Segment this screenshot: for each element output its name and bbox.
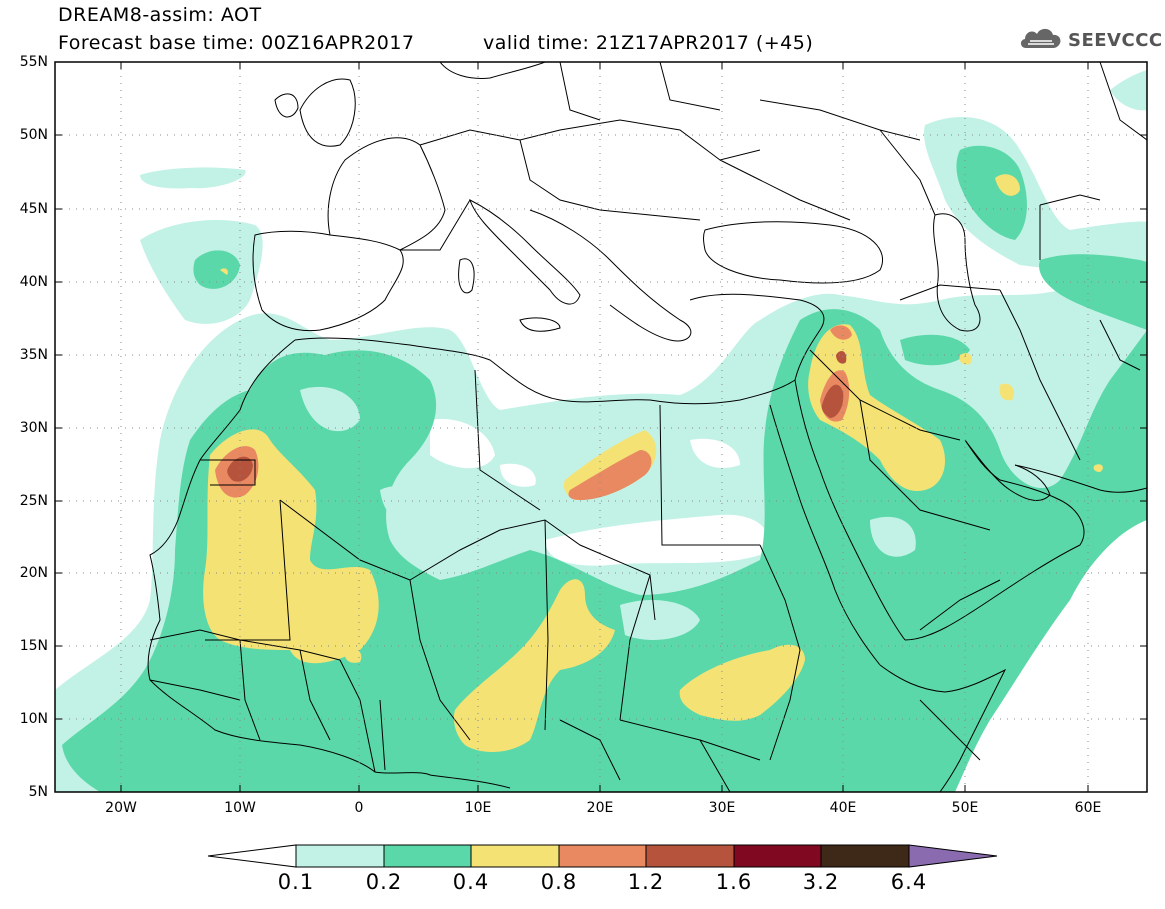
lon-label: 20W — [105, 800, 137, 816]
lat-label: 40N — [19, 274, 48, 290]
valid-time: valid time: 21Z17APR2017 (+45) — [483, 32, 814, 54]
lon-label: 20E — [586, 800, 614, 816]
colorbar-label: 3.2 — [802, 870, 840, 894]
colorbar-swatch-3 — [558, 844, 647, 868]
colorbar-label: 0.4 — [452, 870, 490, 894]
axis-ticks — [55, 62, 1147, 792]
lat-label: 5N — [28, 784, 48, 800]
colorbar-label: 0.1 — [277, 870, 315, 894]
base-time: Forecast base time: 00Z16APR2017 — [58, 32, 415, 54]
colorbar-swatch-2 — [470, 844, 560, 868]
logo-text: SEEVCCC — [1068, 29, 1163, 51]
colorbar-label: 0.2 — [365, 870, 403, 894]
colorbar-labels: 0.1 0.2 0.4 0.8 1.2 1.6 3.2 6.4 — [0, 870, 1165, 900]
lon-label: 10E — [464, 800, 492, 816]
lat-label: 20N — [19, 565, 48, 581]
colorbar-swatch-1 — [383, 844, 472, 868]
lat-label: 55N — [19, 54, 48, 70]
colorbar-swatch-6 — [820, 844, 910, 868]
lat-label: 35N — [19, 347, 48, 363]
cloud-icon — [1018, 24, 1064, 56]
lon-label: 60E — [1074, 800, 1102, 816]
lon-label: 10W — [224, 800, 256, 816]
lat-label: 15N — [19, 638, 48, 654]
map-frame — [54, 61, 1148, 793]
seevccc-logo: SEEVCCC — [1018, 24, 1163, 56]
colorbar-label: 6.4 — [890, 870, 928, 894]
lon-label: 30E — [708, 800, 736, 816]
map-title: DREAM8-assim: AOT — [58, 4, 262, 26]
colorbar-swatch-4 — [645, 844, 735, 868]
aot-level-1.2 — [227, 350, 847, 482]
lat-label: 50N — [19, 127, 48, 143]
aot-inner-light — [300, 316, 1086, 640]
colorbar-label: 0.8 — [540, 870, 578, 894]
colorbar-label: 1.6 — [715, 870, 753, 894]
coastlines-borders — [147, 62, 1147, 792]
lat-label: 10N — [19, 711, 48, 727]
lat-label: 30N — [19, 420, 48, 436]
lat-label: 25N — [19, 493, 48, 509]
colorbar-label: 1.2 — [627, 870, 665, 894]
gridlines — [55, 62, 1147, 792]
colorbar — [207, 844, 998, 868]
lon-label: 0 — [354, 800, 364, 816]
colorbar-swatch-5 — [733, 844, 822, 868]
lon-label: 50E — [951, 800, 979, 816]
colorbar-swatch-0 — [295, 844, 385, 868]
lon-label: 40E — [829, 800, 857, 816]
colorbar-over-triangle — [908, 844, 998, 868]
lat-label: 45N — [19, 201, 48, 217]
aot-field — [55, 70, 1147, 792]
colorbar-under-triangle — [207, 844, 297, 868]
